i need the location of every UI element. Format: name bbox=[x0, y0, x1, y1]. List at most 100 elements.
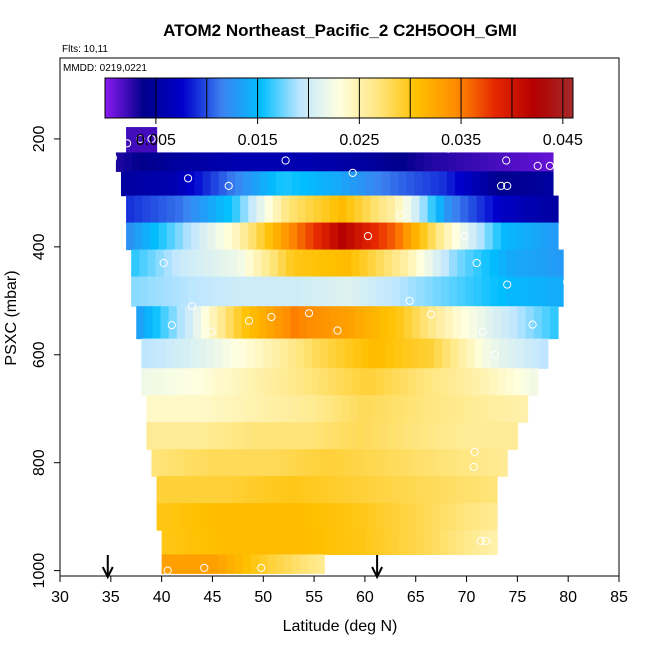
heatmap-cell bbox=[186, 422, 196, 450]
heatmap-cell bbox=[154, 422, 164, 450]
heatmap-cell bbox=[367, 503, 377, 531]
colorbar-segment bbox=[331, 78, 335, 118]
sample-point bbox=[528, 320, 537, 329]
heatmap-cell bbox=[368, 338, 378, 369]
heatmap-cell bbox=[141, 368, 150, 396]
heatmap-cell bbox=[221, 503, 231, 531]
heatmap-cell bbox=[337, 195, 347, 224]
heatmap-cell bbox=[519, 395, 529, 423]
heatmap-cell bbox=[468, 422, 478, 450]
heatmap-cell bbox=[440, 276, 450, 307]
heatmap-cell bbox=[162, 422, 172, 450]
colorbar-segment bbox=[313, 78, 317, 118]
colorbar-segment bbox=[204, 78, 208, 118]
colorbar-segment bbox=[511, 78, 515, 118]
heatmap-cell bbox=[484, 195, 494, 224]
heatmap-cell bbox=[293, 152, 303, 172]
heatmap-cell bbox=[194, 554, 203, 574]
heatmap-cell bbox=[178, 395, 188, 423]
heatmap-cell bbox=[161, 554, 171, 574]
heatmap-cell bbox=[452, 306, 462, 340]
heatmap-cell bbox=[383, 276, 393, 307]
heatmap-cell bbox=[173, 368, 183, 396]
heatmap-cell bbox=[356, 422, 365, 450]
heatmap-cell bbox=[504, 152, 514, 172]
heatmap-cell bbox=[314, 306, 324, 340]
heatmap-cell bbox=[396, 422, 406, 450]
heatmap-cell bbox=[465, 276, 475, 307]
heatmap-cell bbox=[349, 171, 358, 197]
heatmap-cell bbox=[321, 222, 331, 251]
heatmap-cell bbox=[243, 530, 253, 556]
heatmap-cell bbox=[292, 530, 302, 556]
heatmap-cell bbox=[381, 395, 391, 423]
heatmap-cell bbox=[489, 276, 499, 307]
heatmap-cell bbox=[460, 422, 470, 450]
heatmap-cell bbox=[133, 127, 142, 154]
colorbar-segment bbox=[120, 78, 124, 118]
heatmap-cell bbox=[228, 276, 238, 307]
heatmap-cell bbox=[375, 276, 385, 307]
heatmap-cell bbox=[468, 222, 478, 251]
heatmap-cell bbox=[269, 276, 279, 307]
sample-point bbox=[545, 161, 555, 170]
heatmap-cell bbox=[232, 222, 241, 251]
colorbar-segment bbox=[364, 78, 368, 118]
heatmap-cell bbox=[199, 222, 209, 251]
colorbar-segment bbox=[486, 78, 490, 118]
colorbar-segment bbox=[448, 78, 452, 118]
heatmap-cell bbox=[307, 554, 317, 574]
heatmap-cell bbox=[480, 503, 490, 531]
heatmap-cell bbox=[369, 449, 379, 477]
colorbar-segment bbox=[260, 78, 264, 118]
heatmap-cells bbox=[115, 127, 564, 574]
heatmap-cell bbox=[406, 171, 415, 197]
heatmap-cell bbox=[472, 152, 481, 172]
heatmap-cell bbox=[235, 422, 244, 450]
heatmap-cell bbox=[402, 449, 411, 477]
heatmap-cell bbox=[333, 530, 343, 556]
heatmap-cell bbox=[262, 368, 272, 396]
colorbar-segment bbox=[405, 78, 409, 118]
colorbar-segment bbox=[504, 78, 508, 118]
heatmap-cell bbox=[289, 195, 298, 224]
heatmap-cell bbox=[436, 306, 446, 340]
heatmap-cell bbox=[512, 152, 522, 172]
heatmap-cell bbox=[528, 171, 538, 197]
heatmap-cell bbox=[245, 276, 254, 307]
heatmap-cell bbox=[334, 503, 344, 531]
heatmap-cell bbox=[292, 395, 302, 423]
heatmap-cell bbox=[499, 449, 508, 477]
heatmap-cell bbox=[188, 503, 198, 531]
heatmap-cell bbox=[155, 276, 165, 307]
colorbar-segment bbox=[275, 78, 279, 118]
heatmap-cell bbox=[464, 530, 474, 556]
heatmap-cell bbox=[379, 306, 389, 340]
x-tick-label: 60 bbox=[356, 589, 374, 606]
heatmap-cell bbox=[211, 395, 220, 423]
heatmap-cell bbox=[149, 338, 159, 369]
heatmap-cell bbox=[412, 422, 422, 450]
colorbar-segment bbox=[491, 78, 495, 118]
colorbar-segment bbox=[354, 78, 358, 118]
heatmap-cell bbox=[407, 530, 416, 556]
heatmap-cell bbox=[546, 249, 556, 278]
colorbar-segment bbox=[402, 78, 406, 118]
heatmap-cell bbox=[230, 338, 240, 369]
heatmap-cell bbox=[425, 338, 435, 369]
heatmap-cell bbox=[257, 306, 267, 340]
heatmap-cell bbox=[375, 503, 385, 531]
heatmap-cell bbox=[259, 171, 269, 197]
heatmap-cell bbox=[544, 171, 554, 197]
heatmap-cell bbox=[300, 530, 310, 556]
colorbar-segment bbox=[140, 78, 144, 118]
heatmap-cell bbox=[448, 368, 458, 396]
sample-point bbox=[469, 462, 478, 472]
heatmap-cell bbox=[359, 476, 368, 504]
colorbar-segment bbox=[181, 78, 185, 118]
heatmap-cell bbox=[468, 195, 478, 224]
heatmap-cell bbox=[449, 276, 458, 307]
heatmap-cell bbox=[295, 368, 304, 396]
heatmap-cell bbox=[346, 195, 355, 224]
heatmap-cell bbox=[275, 171, 285, 197]
